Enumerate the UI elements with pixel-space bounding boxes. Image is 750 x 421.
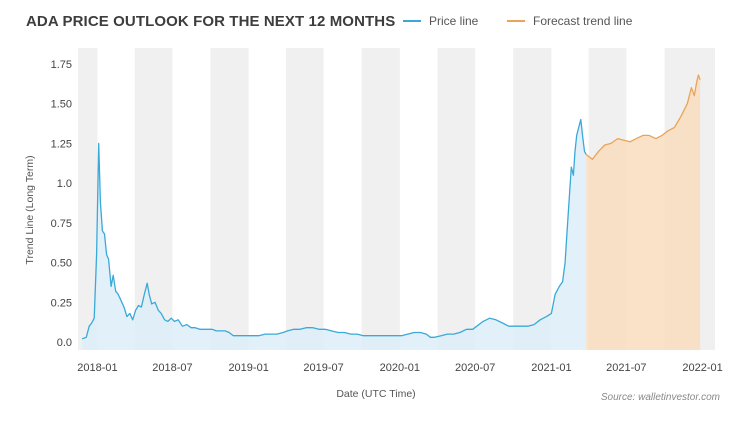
price-area bbox=[82, 119, 587, 350]
legend-item-price: Price line bbox=[403, 14, 478, 28]
background-band bbox=[513, 48, 552, 350]
x-tick-label: 2020-01 bbox=[380, 362, 420, 374]
y-tick-label: 0.75 bbox=[51, 218, 72, 230]
y-tick-label: 1.75 bbox=[51, 59, 72, 71]
series-layer bbox=[81, 74, 701, 350]
y-tick-label: 0.50 bbox=[51, 258, 72, 270]
x-tick-label: 2022-01 bbox=[682, 362, 722, 374]
forecast-line bbox=[585, 74, 701, 160]
x-tick-label: 2021-01 bbox=[531, 362, 571, 374]
legend-label-forecast: Forecast trend line bbox=[533, 14, 633, 28]
background-band bbox=[285, 48, 324, 350]
y-tick-label: 0.0 bbox=[57, 337, 72, 349]
x-axis-label: Date (UTC Time) bbox=[336, 388, 415, 400]
background-band bbox=[134, 48, 173, 350]
legend-label-price: Price line bbox=[429, 14, 479, 28]
background-band bbox=[210, 48, 249, 350]
background-band bbox=[437, 48, 476, 350]
source-note: Source: walletinvestor.com bbox=[600, 392, 720, 403]
y-axis-label: Trend Line (Long Term) bbox=[24, 155, 36, 264]
y-tick-label: 1.25 bbox=[51, 138, 72, 150]
legend-item-forecast: Forecast trend line bbox=[507, 14, 632, 28]
x-tick-label: 2021-07 bbox=[606, 362, 646, 374]
x-tick-label: 2018-07 bbox=[152, 362, 192, 374]
x-axis-ticks: 2018-01 2018-07 2019-01 2019-07 2020-01 2020-… bbox=[77, 362, 722, 374]
y-axis-ticks: 0.0 0.25 0.50 0.75 1.0 1.25 1.50 1.75 bbox=[51, 59, 72, 349]
x-tick-label: 2019-01 bbox=[228, 362, 268, 374]
y-tick-label: 0.25 bbox=[51, 297, 72, 309]
x-tick-label: 2019-07 bbox=[303, 362, 343, 374]
chart-title: ADA PRICE OUTLOOK FOR THE NEXT 12 MONTHS bbox=[26, 13, 396, 30]
background-band bbox=[78, 48, 98, 350]
x-tick-label: 2020-07 bbox=[455, 362, 495, 374]
forecast-line-swatch bbox=[507, 20, 525, 22]
price-line-swatch bbox=[403, 20, 421, 22]
y-tick-label: 1.50 bbox=[51, 99, 72, 111]
forecast-area bbox=[586, 75, 701, 350]
background-band bbox=[361, 48, 400, 350]
y-tick-label: 1.0 bbox=[57, 178, 72, 190]
price-line bbox=[81, 118, 587, 340]
x-tick-label: 2018-01 bbox=[77, 362, 117, 374]
